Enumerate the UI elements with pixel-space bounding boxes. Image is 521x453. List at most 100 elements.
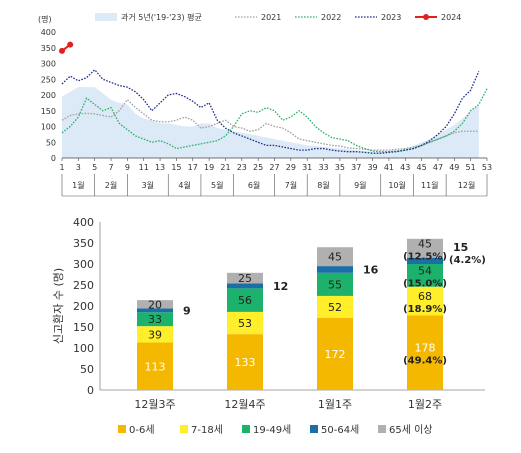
- bar-segment-19-49세: [137, 312, 173, 327]
- month-label: 5월: [211, 180, 223, 190]
- bar-value-label: 52: [328, 301, 342, 314]
- bar-value-label: 55: [328, 278, 342, 291]
- legend-marker: [423, 14, 429, 20]
- month-label: 10월: [388, 180, 406, 190]
- bar-value-label: 53: [238, 317, 252, 330]
- marker-2024-point: [59, 47, 65, 54]
- y-tick-label: 350: [73, 237, 94, 250]
- x-tick-label: 3: [76, 163, 81, 172]
- x-tick-label: 31: [302, 163, 312, 172]
- month-label: 4월: [178, 180, 190, 190]
- bar-segment-7-18세: [407, 286, 443, 316]
- bar-value-label: 178: [415, 342, 436, 355]
- bar-value-label: 56: [238, 294, 252, 307]
- bar-value-label: 45: [328, 251, 342, 264]
- y-tick-label: 0: [87, 384, 94, 397]
- x-category-label: 12월3주: [134, 398, 175, 411]
- bar-percent-label: (12.5%): [403, 251, 447, 262]
- x-tick-label: 21: [220, 163, 230, 172]
- x-tick-label: 13: [155, 163, 165, 172]
- bar-percent-label: (49.4%): [403, 356, 447, 367]
- marker-2024-point: [67, 41, 74, 48]
- line-series-2023: [61, 68, 480, 154]
- month-label: 1월: [72, 180, 84, 190]
- bar-segment-50-64세: [407, 257, 443, 264]
- legend-label: 65세 이상: [389, 424, 433, 436]
- bar-segment-7-18세: [227, 311, 263, 335]
- y-tick-label: 50: [80, 363, 94, 376]
- bar-segment-65세 이상: [407, 238, 443, 258]
- month-label: 2월: [105, 180, 117, 190]
- bar-segment-65세 이상: [137, 300, 173, 309]
- y-tick-label: 400: [41, 28, 56, 37]
- x-tick-label: 15: [171, 163, 181, 172]
- bar-outside-label-50-64: 15: [453, 241, 468, 254]
- bar-value-label: 133: [235, 356, 256, 369]
- legend-swatch: [310, 425, 318, 433]
- bar-segment-0-6세: [407, 315, 443, 390]
- legend-swatch: [95, 13, 117, 21]
- x-category-label: 1월1주: [318, 398, 352, 411]
- y-axis-title: 신고환자 수 (명): [52, 268, 65, 344]
- legend-swatch: [242, 425, 250, 433]
- legend-label: 2021: [261, 13, 281, 22]
- y-tick-label: 150: [41, 107, 56, 116]
- legend-swatch: [180, 425, 188, 433]
- y-tick-label: 50: [46, 138, 56, 147]
- y-tick-label: 200: [41, 91, 56, 100]
- legend-swatch: [118, 425, 126, 433]
- y-tick-label: 100: [41, 123, 56, 132]
- bar-segment-50-64세: [137, 308, 173, 313]
- legend-label: 2023: [381, 13, 401, 22]
- x-tick-label: 27: [269, 163, 279, 172]
- y-tick-label: 0: [51, 154, 56, 163]
- legend-label: 50-64세: [321, 424, 359, 436]
- month-label: 6월: [248, 180, 260, 190]
- y-tick-label: 150: [73, 321, 94, 334]
- bar-segment-65세 이상: [317, 247, 353, 267]
- x-tick-label: 17: [188, 163, 198, 172]
- bar-value-label: 54: [418, 264, 432, 277]
- legend-label: 7-18세: [191, 424, 223, 436]
- y-tick-label: 100: [73, 342, 94, 355]
- bar-segment-7-18세: [137, 326, 173, 343]
- bar-segment-50-64세: [227, 283, 263, 289]
- x-tick-label: 25: [253, 163, 263, 172]
- bar-outside-label-50-64: 12: [273, 280, 288, 293]
- x-tick-label: 23: [237, 163, 247, 172]
- x-tick-label: 41: [384, 163, 394, 172]
- y-axis-unit-label: (명): [38, 14, 52, 24]
- legend-label: 과거 5년('19-'23) 평균: [121, 12, 202, 22]
- x-tick-label: 33: [318, 163, 328, 172]
- bar-value-label: 33: [148, 313, 162, 326]
- legend-label: 19-49세: [253, 424, 291, 436]
- legend-label: 2022: [321, 13, 341, 22]
- bar-value-label: 25: [238, 272, 252, 285]
- x-tick-label: 47: [433, 163, 443, 172]
- x-tick-label: 1: [59, 163, 64, 172]
- bar-segment-0-6세: [137, 342, 173, 390]
- x-tick-label: 39: [367, 163, 377, 172]
- x-tick-label: 9: [125, 163, 130, 172]
- y-tick-label: 300: [41, 60, 56, 69]
- bar-value-label: 20: [148, 298, 162, 311]
- y-tick-label: 250: [41, 75, 56, 84]
- month-label: 3월: [142, 180, 154, 190]
- bar-percent-label: (15.0%): [403, 278, 447, 289]
- x-category-label: 1월2주: [408, 398, 442, 411]
- y-tick-label: 300: [73, 258, 94, 271]
- legend-label: 0-6세: [129, 424, 155, 436]
- bar-segment-19-49세: [317, 272, 353, 296]
- y-tick-label: 250: [73, 279, 94, 292]
- bar-value-label: 45: [418, 237, 432, 250]
- x-category-label: 12월4주: [224, 398, 265, 411]
- y-tick-label: 350: [41, 44, 56, 53]
- x-tick-label: 29: [286, 163, 296, 172]
- x-tick-label: 45: [417, 163, 427, 172]
- bar-percent-label: (4.2%): [449, 255, 486, 266]
- bar-value-label: 39: [148, 328, 162, 341]
- age-group-stacked-bar-chart: 신고환자 수 (명) 0 50 100 150 200 250 300 350 400 113 39 3…: [52, 216, 486, 436]
- x-tick-label: 35: [335, 163, 345, 172]
